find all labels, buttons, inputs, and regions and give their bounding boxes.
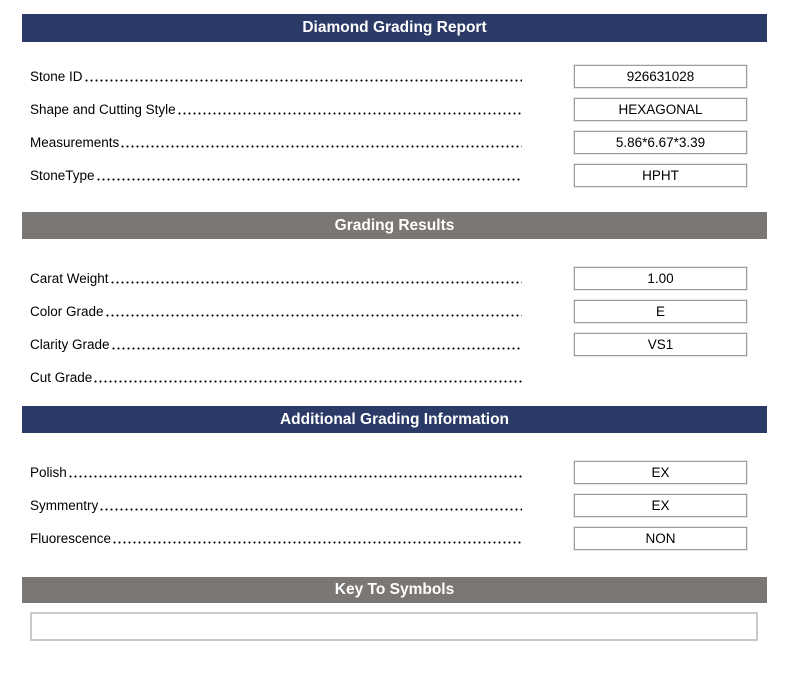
additional-info-section: Polish EX Symmentry EX Fluorescence NON xyxy=(30,457,747,554)
shape-value[interactable]: HEXAGONAL xyxy=(574,98,747,121)
field-row-fluorescence: Fluorescence NON xyxy=(30,523,747,554)
color-grade-label: Color Grade xyxy=(30,303,104,319)
dot-leader xyxy=(99,497,522,511)
color-grade-value[interactable]: E xyxy=(574,300,747,323)
field-row-symmetry: Symmentry EX xyxy=(30,490,747,521)
dot-leader xyxy=(95,167,522,181)
key-to-symbols-box[interactable] xyxy=(30,612,758,641)
grading-results-header-bar: Grading Results xyxy=(22,212,767,239)
measurements-label: Measurements xyxy=(30,134,120,150)
field-row-stone-id: Stone ID 926631028 xyxy=(30,61,747,92)
polish-value[interactable]: EX xyxy=(574,461,747,484)
carat-weight-value[interactable]: 1.00 xyxy=(574,267,747,290)
dot-leader xyxy=(93,369,522,383)
clarity-grade-label: Clarity Grade xyxy=(30,336,110,352)
dot-leader xyxy=(104,303,522,317)
carat-weight-label: Carat Weight xyxy=(30,270,109,286)
dot-leader xyxy=(110,336,522,350)
field-row-cut-grade: Cut Grade xyxy=(30,362,747,393)
fluorescence-value[interactable]: NON xyxy=(574,527,747,550)
shape-label: Shape and Cutting Style xyxy=(30,101,176,117)
dot-leader xyxy=(83,68,522,82)
grading-results-section: Carat Weight 1.00 Color Grade E Clarity … xyxy=(30,263,747,393)
symmetry-value[interactable]: EX xyxy=(574,494,747,517)
stone-id-label: Stone ID xyxy=(30,68,83,84)
clarity-grade-value[interactable]: VS1 xyxy=(574,333,747,356)
cut-grade-label: Cut Grade xyxy=(30,369,93,385)
stone-info-section: Stone ID 926631028 Shape and Cutting Sty… xyxy=(30,61,747,191)
dot-leader xyxy=(120,134,522,148)
stone-type-label: StoneType xyxy=(30,167,95,183)
symmetry-label: Symmentry xyxy=(30,497,99,513)
fluorescence-label: Fluorescence xyxy=(30,530,112,546)
report-title: Diamond Grading Report xyxy=(302,19,487,36)
field-row-stone-type: StoneType HPHT xyxy=(30,160,747,191)
dot-leader xyxy=(67,464,522,478)
field-row-carat-weight: Carat Weight 1.00 xyxy=(30,263,747,294)
additional-info-header-bar: Additional Grading Information xyxy=(22,406,767,433)
dot-leader xyxy=(176,101,522,115)
stone-id-value[interactable]: 926631028 xyxy=(574,65,747,88)
stone-type-value[interactable]: HPHT xyxy=(574,164,747,187)
field-row-color-grade: Color Grade E xyxy=(30,296,747,327)
field-row-clarity-grade: Clarity Grade VS1 xyxy=(30,329,747,360)
field-row-shape: Shape and Cutting Style HEXAGONAL xyxy=(30,94,747,125)
dot-leader xyxy=(109,270,522,284)
report-title-bar: Diamond Grading Report xyxy=(22,14,767,42)
dot-leader xyxy=(112,530,522,544)
additional-info-heading: Additional Grading Information xyxy=(279,411,510,428)
key-to-symbols-heading: Key To Symbols xyxy=(334,581,455,598)
grading-results-heading: Grading Results xyxy=(334,217,455,234)
field-row-measurements: Measurements 5.86*6.67*3.39 xyxy=(30,127,747,158)
polish-label: Polish xyxy=(30,464,67,480)
measurements-value[interactable]: 5.86*6.67*3.39 xyxy=(574,131,747,154)
key-to-symbols-header-bar: Key To Symbols xyxy=(22,577,767,603)
field-row-polish: Polish EX xyxy=(30,457,747,488)
